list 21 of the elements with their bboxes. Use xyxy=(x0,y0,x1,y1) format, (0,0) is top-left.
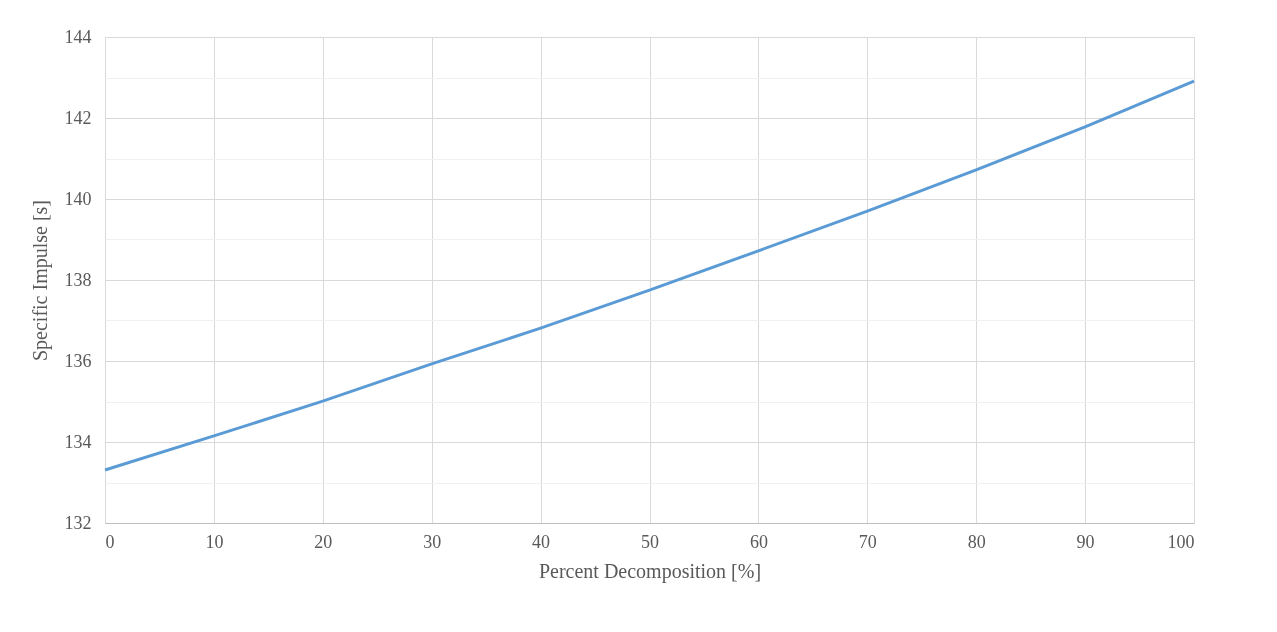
x-tick-label: 60 xyxy=(749,531,768,552)
y-tick-label: 144 xyxy=(64,26,92,47)
x-tick-label: 90 xyxy=(1076,531,1095,552)
y-tick-label: 132 xyxy=(64,512,92,533)
x-tick-label: 20 xyxy=(314,531,333,552)
y-tick-label: 134 xyxy=(64,431,92,452)
x-tick-label: 70 xyxy=(858,531,877,552)
y-axis-title: Specific Impulse [s] xyxy=(28,199,52,362)
x-tick-label: 50 xyxy=(641,531,659,552)
x-tick-label: 40 xyxy=(532,531,551,552)
x-tick-label: 10 xyxy=(205,531,224,552)
x-tick-label: 100 xyxy=(1167,531,1195,552)
y-tick-label: 136 xyxy=(64,350,92,371)
x-tick-label: 0 xyxy=(105,531,115,552)
x-tick-label: 80 xyxy=(967,531,986,552)
y-tick-label: 138 xyxy=(64,269,92,290)
x-axis-title: Percent Decomposition [%] xyxy=(538,559,762,583)
line-series xyxy=(103,79,1196,472)
y-tick-label: 140 xyxy=(64,188,92,209)
x-tick-label: 30 xyxy=(423,531,442,552)
y-tick-label: 142 xyxy=(64,107,92,128)
